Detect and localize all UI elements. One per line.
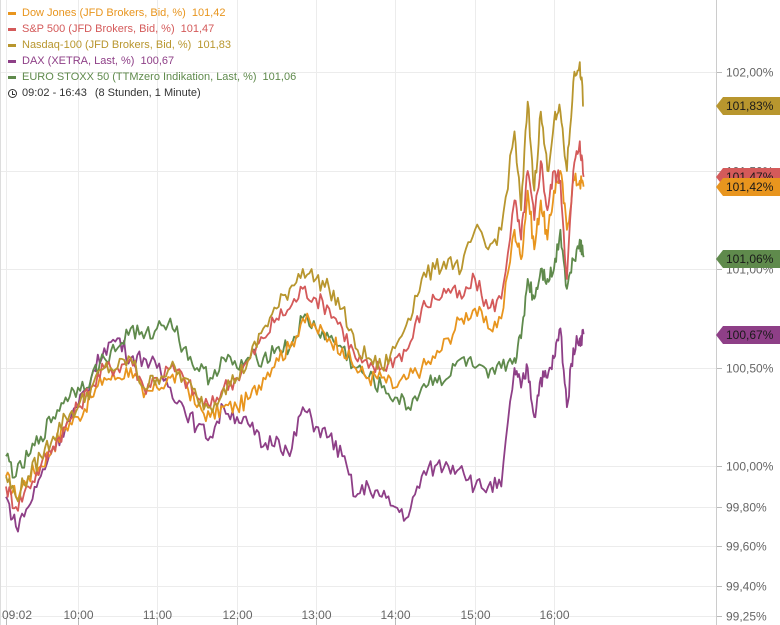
value-badge: 101,06%: [716, 250, 780, 268]
value-badge-shape: [716, 97, 780, 115]
time-duration-text: (8 Stunden, 1 Minute): [94, 87, 201, 99]
series-lines: [5, 61, 585, 533]
legend-label: Nasdaq-100 (JFD Brokers, Bid, %): [22, 39, 192, 51]
legend-label: Dow Jones (JFD Brokers, Bid, %): [22, 7, 186, 19]
x-tick-label: 14:00: [380, 608, 410, 622]
value-badge: 100,67%: [716, 326, 780, 344]
legend-label: DAX (XETRA, Last, %): [22, 55, 135, 67]
value-badge-text: 100,67%: [726, 328, 774, 342]
legend-item-dow-jones[interactable]: Dow Jones (JFD Brokers, Bid, %) 101,42: [8, 5, 296, 21]
legend-swatch: [8, 43, 16, 47]
value-badge-shape: [716, 178, 780, 196]
legend-value: 101,83: [197, 39, 231, 51]
x-tick-label: 10:00: [63, 608, 93, 622]
legend-swatch: [8, 11, 16, 15]
time-range: 09:02 - 16:43 (8 Stunden, 1 Minute): [8, 85, 296, 101]
legend-item-nasdaq100[interactable]: Nasdaq-100 (JFD Brokers, Bid, %) 101,83: [8, 37, 296, 53]
x-tick-label: 11:00: [143, 608, 172, 622]
time-range-text: 09:02 - 16:43: [22, 87, 87, 99]
legend-value: 101,42: [191, 7, 226, 19]
legend-value: 100,67: [140, 55, 175, 67]
x-tick-label: 16:00: [539, 608, 569, 622]
value-badge-shape: [716, 326, 780, 344]
legend-item-dax[interactable]: DAX (XETRA, Last, %) 100,67: [8, 53, 296, 69]
legend-label: EURO STOXX 50 (TTMzero Indikation, Last,…: [22, 71, 257, 83]
legend-item-sp500[interactable]: S&P 500 (JFD Brokers, Bid, %) 101,47: [8, 21, 296, 37]
series-line-euro-stoxx-50[interactable]: [5, 228, 585, 479]
y-tick-label: 99,60%: [726, 540, 767, 554]
value-badge: 101,83%: [716, 97, 780, 115]
y-tick-label: 100,50%: [726, 362, 774, 376]
series-line-sp500[interactable]: [5, 140, 585, 512]
legend-value: 101,06: [262, 71, 297, 83]
x-tick-label: 09:02: [2, 608, 32, 622]
value-badge-text: 101,83%: [726, 99, 774, 113]
series-line-dax[interactable]: [5, 327, 585, 533]
legend-value: 101,47: [180, 23, 215, 35]
value-badge-text: 101,42%: [726, 180, 774, 194]
y-tick-label: 99,25%: [726, 610, 767, 624]
legend-item-euro-stoxx-50[interactable]: EURO STOXX 50 (TTMzero Indikation, Last,…: [8, 69, 296, 85]
series-line-nasdaq100[interactable]: [5, 61, 584, 503]
y-tick-label: 100,00%: [726, 460, 774, 474]
value-badge: 101,42%: [716, 178, 780, 196]
legend-swatch: [8, 27, 16, 31]
x-tick-label: 13:00: [301, 608, 331, 622]
x-tick-label: 12:00: [222, 608, 252, 622]
legend-label: S&P 500 (JFD Brokers, Bid, %): [22, 23, 175, 35]
legend-swatch: [8, 75, 16, 79]
y-tick-label: 102,00%: [726, 66, 774, 80]
value-badge-shape: [716, 250, 780, 268]
series-line-dow-jones[interactable]: [5, 170, 585, 501]
value-badges: 101,83%101,47%101,42%101,06%100,67%: [716, 97, 780, 344]
value-badge-text: 101,06%: [726, 252, 774, 266]
grid: [0, 0, 716, 619]
x-tick-label: 15:00: [460, 608, 490, 622]
clock-icon: [8, 88, 17, 98]
legend-swatch: [8, 59, 16, 63]
y-tick-label: 99,80%: [726, 501, 767, 515]
y-tick-label: 99,40%: [726, 580, 767, 594]
legend: Dow Jones (JFD Brokers, Bid, %) 101,42 S…: [8, 5, 296, 101]
